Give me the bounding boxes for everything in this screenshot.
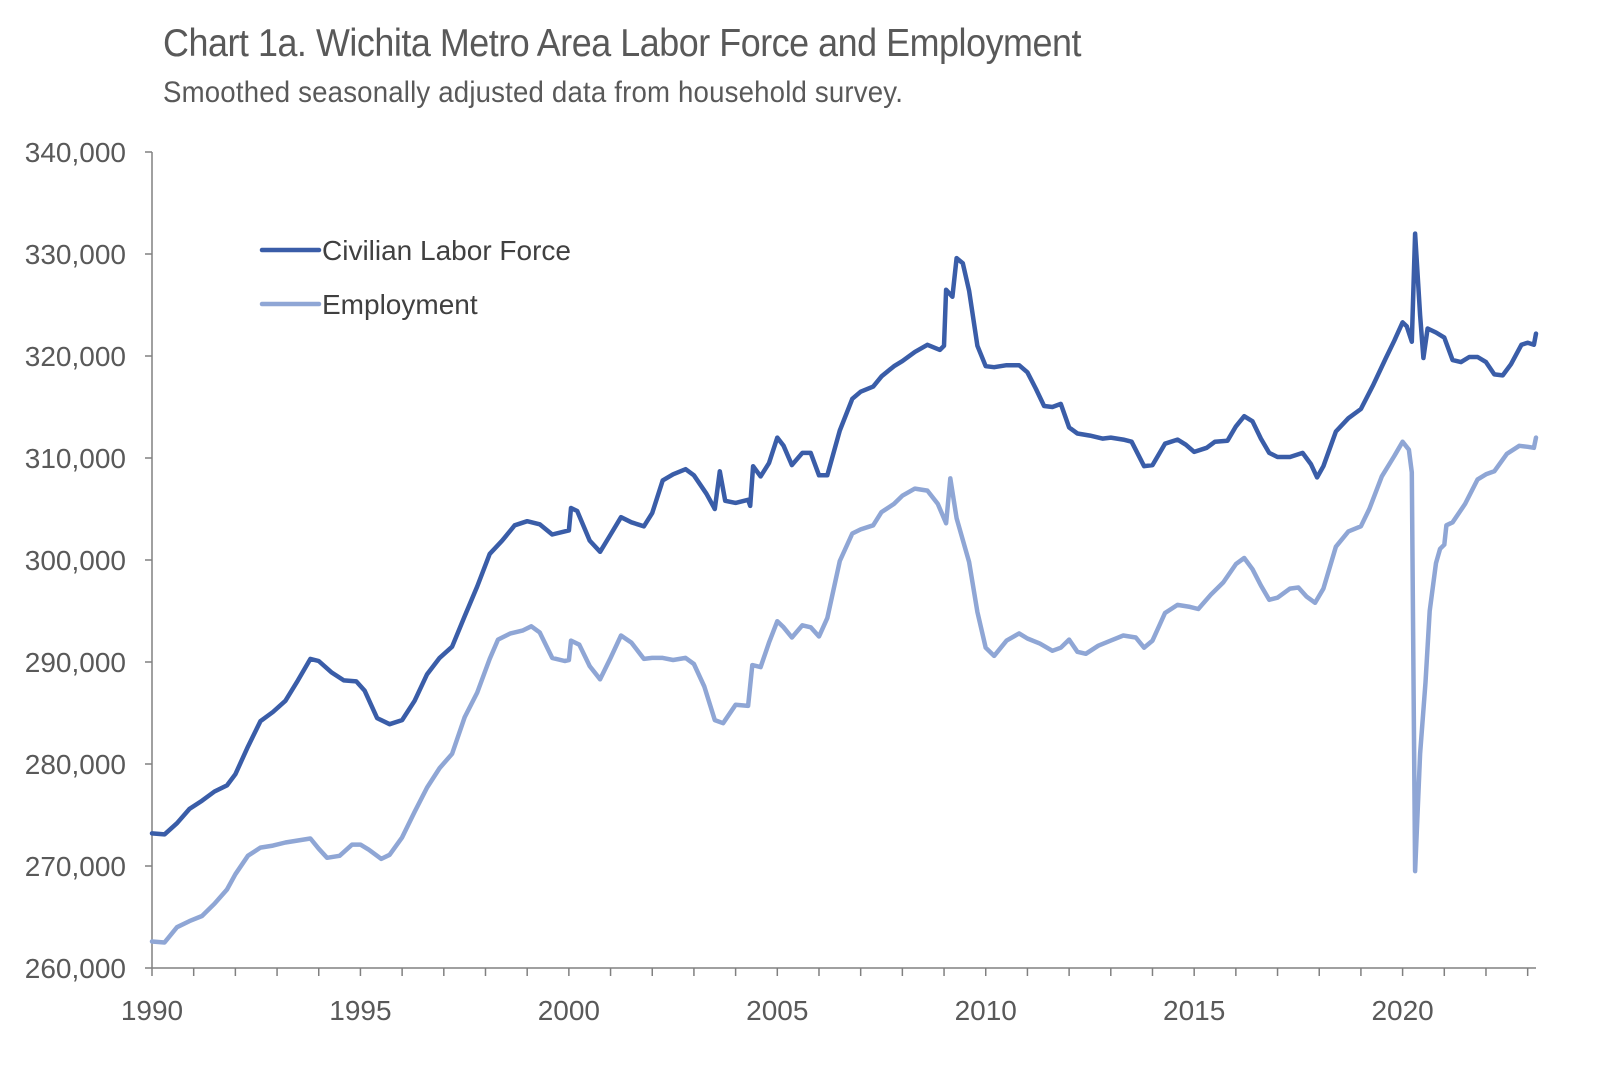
chart-title: Chart 1a. Wichita Metro Area Labor Force… — [163, 22, 1081, 65]
legend-label-employment: Employment — [322, 289, 478, 320]
y-tick-label: 270,000 — [25, 851, 126, 882]
y-tick-label: 310,000 — [25, 443, 126, 474]
x-tick-label: 2010 — [955, 995, 1017, 1026]
series-layer — [149, 231, 1539, 945]
y-tick-label: 260,000 — [25, 953, 126, 984]
x-tick-label: 2000 — [538, 995, 600, 1026]
x-tick-label: 2005 — [746, 995, 808, 1026]
y-tick-label: 280,000 — [25, 749, 126, 780]
chart-subtitle: Smoothed seasonally adjusted data from h… — [163, 76, 904, 109]
y-tick-label: 300,000 — [25, 545, 126, 576]
x-tick-label: 1990 — [121, 995, 183, 1026]
series-line-employment — [149, 435, 1539, 945]
y-tick-label: 320,000 — [25, 341, 126, 372]
x-tick-label: 2020 — [1371, 995, 1433, 1026]
series-line-civilian-labor-force — [149, 231, 1539, 837]
y-tick-label: 340,000 — [25, 137, 126, 168]
y-tick-label: 330,000 — [25, 239, 126, 270]
legend-label-civilian-labor-force: Civilian Labor Force — [322, 235, 571, 266]
x-tick-label: 1995 — [329, 995, 391, 1026]
x-tick-label: 2015 — [1163, 995, 1225, 1026]
legend: Civilian Labor Force Employment — [259, 235, 571, 320]
x-axis: 1990 1995 2000 2005 2010 2015 2020 — [121, 967, 1536, 1026]
y-tick-label: 290,000 — [25, 647, 126, 678]
y-axis: 260,000 270,000 280,000 290,000 300,000 310,0… — [25, 137, 153, 984]
